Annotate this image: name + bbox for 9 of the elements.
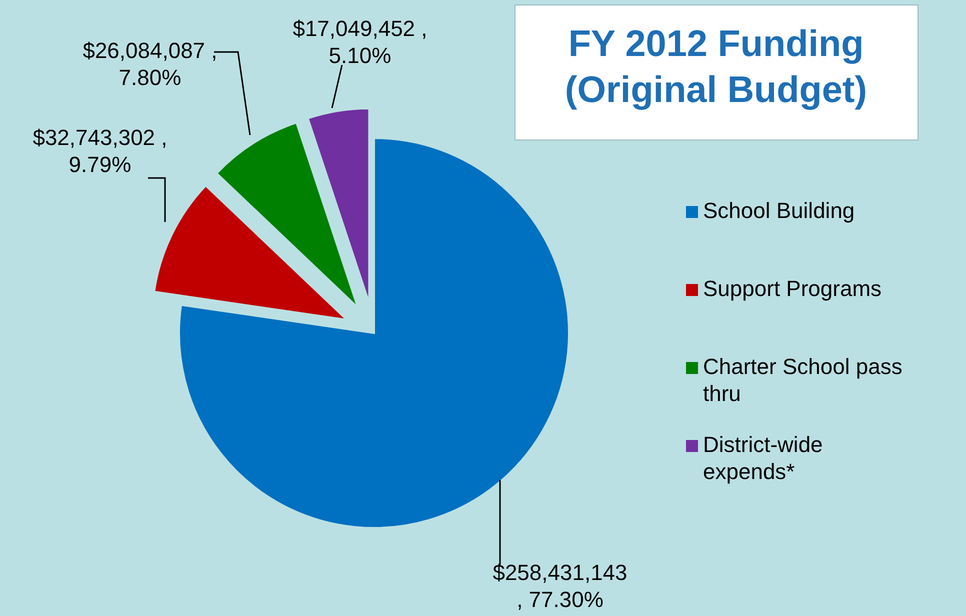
data-label: $17,049,452 , 5.10% (292, 16, 428, 68)
data-label: $32,743,302 , 9.79% (32, 125, 168, 177)
data-label: $26,084,087 , 7.80% (82, 38, 218, 90)
text: FY 2012 Funding (Original Budget) (564, 23, 868, 110)
data-label: $258,431,143 , 77.30% (492, 560, 628, 612)
legend-label: Charter School pass thru (703, 354, 902, 406)
legend-label: School Building (703, 198, 855, 223)
legend-label: Support Programs (703, 276, 882, 301)
legend-label: District-wide expends* (703, 432, 823, 484)
